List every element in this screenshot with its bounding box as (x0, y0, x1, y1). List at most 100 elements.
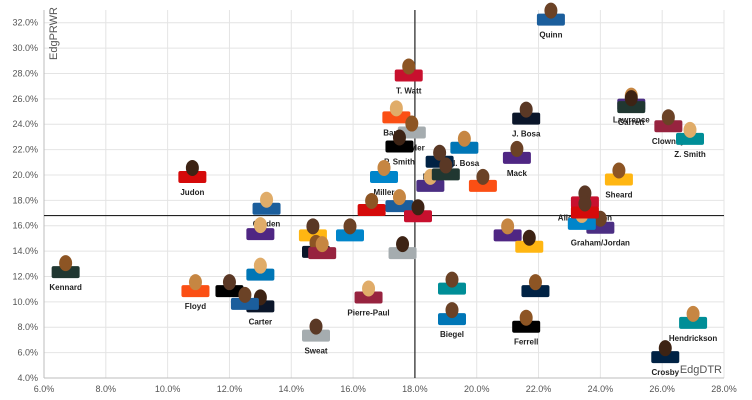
x-tick-label: 28.0% (711, 384, 737, 394)
player-jersey (676, 132, 704, 145)
data-point (230, 286, 259, 310)
y-tick-label: 30.0% (12, 43, 38, 53)
point-label: Judon (180, 188, 204, 197)
x-tick-label: 20.0% (464, 384, 490, 394)
point-label: Hendrickson (669, 334, 718, 343)
data-point (468, 168, 497, 192)
player-head (362, 280, 376, 297)
player-jersey (570, 206, 599, 219)
point-label: P. Smith (384, 158, 415, 167)
player-head (433, 144, 447, 161)
player-head (522, 229, 536, 246)
player-head (222, 274, 236, 291)
y-tick-label: 8.0% (17, 322, 38, 332)
player-jersey (394, 69, 423, 82)
y-tick-label: 12.0% (12, 271, 38, 281)
point-label: Clowney (652, 137, 685, 146)
player-jersey (246, 268, 275, 281)
player-head (309, 318, 323, 335)
grid-lines (43, 10, 725, 379)
y-tick-label: 14.0% (12, 246, 38, 256)
player-head (445, 271, 459, 288)
data-point (385, 189, 414, 213)
data-point (570, 195, 599, 219)
player-jersey (357, 203, 386, 216)
player-head (253, 217, 267, 234)
player-head (392, 189, 406, 206)
player-jersey (438, 282, 466, 295)
player-jersey (654, 120, 683, 133)
data-point: J. Bosa (512, 101, 541, 139)
player-head (306, 218, 320, 235)
x-tick-label: 12.0% (217, 384, 243, 394)
data-point (515, 229, 544, 253)
player-head (396, 236, 410, 253)
data-point (215, 274, 244, 298)
data-point (438, 271, 466, 295)
plot-background (44, 10, 724, 378)
player-jersey (215, 285, 244, 298)
player-head (510, 140, 524, 157)
player-jersey (382, 111, 411, 124)
player-jersey (246, 228, 275, 241)
x-tick-label: 16.0% (340, 384, 366, 394)
data-point: Miller (370, 159, 398, 197)
y-tick-label: 20.0% (12, 170, 38, 180)
point-label: Floyd (185, 302, 206, 311)
player-head (253, 257, 267, 274)
player-jersey (567, 217, 596, 230)
player-head (658, 340, 672, 357)
player-head (612, 162, 626, 179)
point-label: Ferrell (514, 338, 538, 347)
point-label: T. Watt (396, 86, 422, 95)
player-jersey (385, 200, 414, 213)
player-jersey (604, 173, 633, 186)
data-point (521, 274, 550, 298)
player-jersey (521, 285, 550, 298)
player-jersey (493, 229, 522, 242)
player-head (544, 2, 558, 19)
point-label: Sheard (605, 191, 632, 200)
x-tick-label: 14.0% (279, 384, 305, 394)
player-head (377, 159, 391, 176)
player-head (519, 101, 533, 118)
data-point (246, 217, 275, 241)
point-label: Z. Smith (674, 150, 706, 159)
player-jersey (181, 285, 210, 298)
y-tick-label: 22.0% (12, 145, 38, 155)
y-tick-label: 32.0% (12, 18, 38, 28)
data-point: Sweat (302, 318, 330, 356)
point-label: Biegel (440, 330, 464, 339)
player-head (405, 115, 419, 132)
data-point: Floyd (181, 274, 210, 311)
y-tick-label: 6.0% (17, 348, 38, 358)
x-tick-label: 18.0% (402, 384, 428, 394)
y-tick-label: 18.0% (12, 195, 38, 205)
player-head (238, 286, 252, 303)
data-point (404, 199, 432, 223)
data-point: Judon (178, 159, 207, 197)
data-point: Mack (502, 140, 531, 178)
x-tick-label: 24.0% (588, 384, 614, 394)
player-jersey (302, 329, 330, 342)
data-point (388, 236, 417, 260)
data-point: Quinn (536, 2, 565, 40)
player-head (402, 58, 416, 75)
data-point: Biegel (438, 302, 466, 339)
player-jersey (354, 291, 383, 304)
player-head (686, 305, 700, 322)
point-label: Mack (507, 169, 528, 178)
data-point (493, 218, 522, 242)
data-point (246, 257, 275, 281)
x-tick-label: 26.0% (649, 384, 675, 394)
player-head (392, 129, 406, 146)
y-tick-label: 16.0% (12, 221, 38, 231)
player-jersey (617, 101, 646, 114)
player-head (343, 218, 357, 235)
data-point: T. Watt (394, 58, 423, 95)
player-head (260, 191, 274, 208)
data-point: Pierre-Paul (347, 280, 390, 318)
player-jersey (512, 320, 541, 333)
player-head (59, 255, 73, 272)
